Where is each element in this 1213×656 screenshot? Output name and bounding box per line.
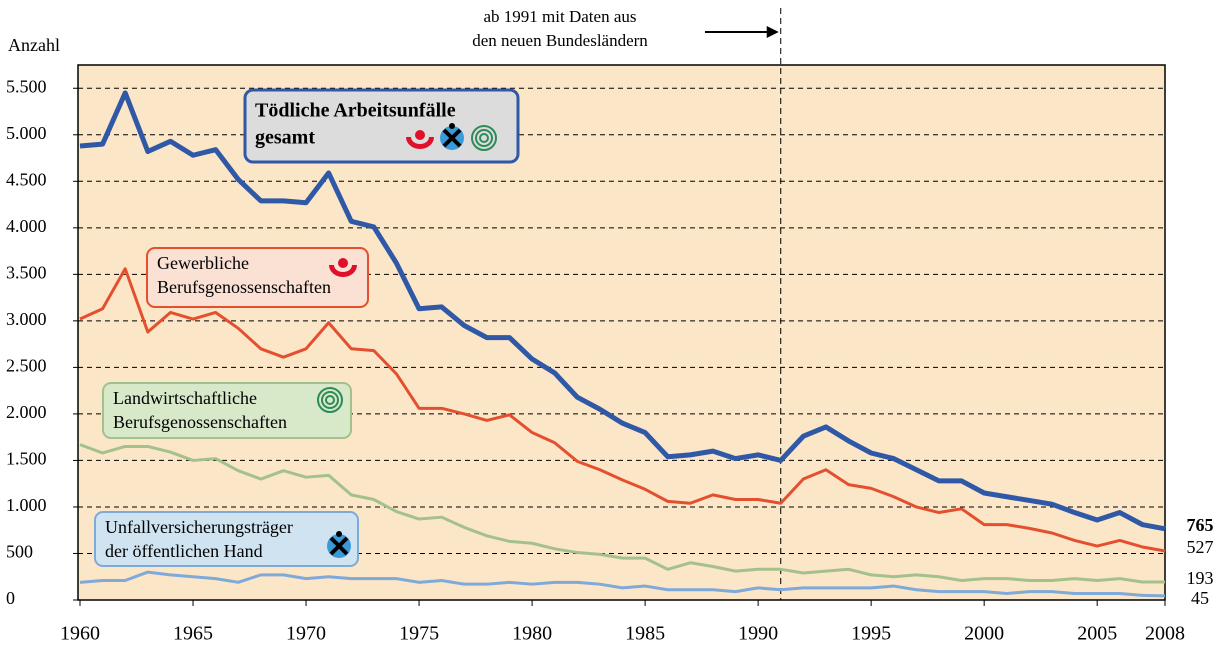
- y-tick-label: 3.500: [6, 262, 47, 282]
- icon: [415, 130, 425, 140]
- x-tick-label: 1990: [738, 623, 778, 645]
- x-tick-label: 1975: [399, 623, 439, 645]
- x-tick-label: 1965: [173, 623, 213, 645]
- icon: [336, 531, 342, 537]
- x-tick-label: 1995: [851, 623, 891, 645]
- y-tick-label: 3.000: [6, 309, 47, 329]
- y-tick-label: 1.000: [6, 495, 47, 515]
- y-tick-label: 2.500: [6, 356, 47, 376]
- annotation-text: den neuen Bundesländern: [472, 31, 648, 50]
- series-label: Landwirtschaftliche: [113, 388, 257, 408]
- x-tick-label: 1985: [625, 623, 665, 645]
- series-label: Berufsgenossenschaften: [157, 277, 331, 297]
- end-value-label: 193: [1187, 568, 1213, 588]
- arrow-head: [767, 26, 779, 38]
- series-label: Berufsgenossenschaften: [113, 412, 287, 432]
- end-value-label: 765: [1187, 515, 1213, 535]
- icon: [449, 123, 455, 129]
- x-tick-label: 2008: [1145, 623, 1185, 645]
- x-tick-label: 2005: [1077, 623, 1117, 645]
- x-tick-label: 1960: [60, 623, 100, 645]
- series-label: Gewerbliche: [157, 253, 249, 273]
- y-axis-label: Anzahl: [8, 35, 60, 55]
- y-tick-label: 5.500: [6, 76, 47, 96]
- end-value-label: 527: [1187, 537, 1213, 557]
- y-tick-label: 1.500: [6, 449, 47, 469]
- x-tick-label: 1970: [286, 623, 326, 645]
- x-tick-label: 2000: [964, 623, 1004, 645]
- x-tick-label: 1980: [512, 623, 552, 645]
- end-value-label: 45: [1191, 588, 1209, 608]
- y-tick-label: 500: [6, 542, 33, 562]
- y-tick-label: 4.000: [6, 216, 47, 236]
- y-tick-label: 4.500: [6, 169, 47, 189]
- y-tick-label: 2.000: [6, 402, 47, 422]
- series-label: Unfallversicherungsträger: [105, 517, 293, 537]
- icon: [338, 258, 348, 268]
- annotation-text: ab 1991 mit Daten aus: [484, 7, 637, 26]
- y-tick-label: 0: [6, 588, 15, 608]
- series-label: der öffentlichen Hand: [105, 541, 263, 561]
- series-label: gesamt: [255, 127, 315, 149]
- y-tick-label: 5.000: [6, 123, 47, 143]
- series-label: Tödliche Arbeitsunfälle: [255, 100, 456, 122]
